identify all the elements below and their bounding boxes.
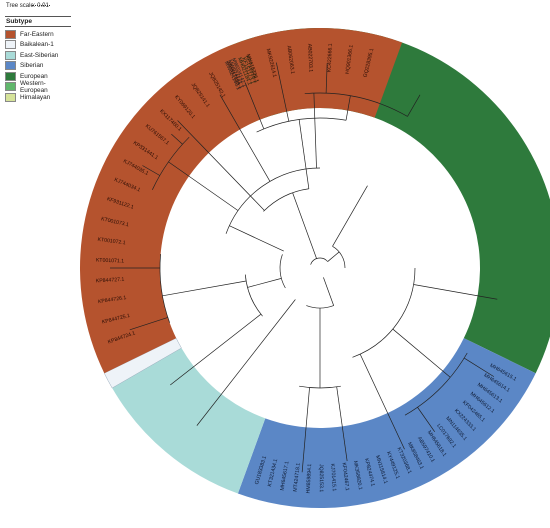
leaf-label: HQ901366.1: [345, 44, 355, 74]
branch: [313, 93, 317, 169]
branch-arc: [263, 188, 309, 212]
branch: [327, 251, 340, 262]
branch: [417, 407, 436, 433]
leaf-label: KT001071.1: [96, 258, 125, 265]
branch: [336, 386, 348, 462]
branch: [219, 94, 271, 182]
legend-label: Himalayan: [20, 93, 51, 101]
branch: [325, 63, 328, 94]
leaf-label: MT424718.1: [293, 462, 302, 492]
legend-label: Western-European: [20, 79, 48, 94]
clade-sector-east-siberian: [112, 348, 266, 494]
legend-label: Siberian: [20, 62, 44, 70]
legend-label: European: [20, 72, 48, 80]
branch-arc: [256, 117, 347, 133]
branch: [407, 94, 421, 117]
legend-swatch: [5, 29, 16, 39]
branch: [275, 62, 290, 122]
leaf-label: AB022703.1: [306, 44, 313, 73]
legend-label: East-Siberian: [20, 51, 59, 59]
leaf-label: KP844727.1: [96, 277, 125, 285]
branch-arc: [304, 92, 408, 117]
branch: [392, 328, 451, 378]
clade-sectors: [80, 28, 550, 508]
branch: [247, 278, 282, 288]
legend-label: Far-Eastern: [20, 30, 54, 38]
leaf-label: KT001072.1: [97, 237, 126, 247]
legend-swatch: [5, 71, 16, 81]
legend-item-far-eastern: Far-Eastern: [5, 29, 71, 40]
branch-arc: [279, 254, 286, 289]
branch: [345, 95, 351, 121]
legend-swatch: [5, 82, 16, 92]
branch: [170, 313, 262, 386]
legend-item-east-siberian: East-Siberian: [5, 50, 71, 61]
branch-arc: [352, 267, 416, 358]
branch: [129, 317, 168, 331]
branch: [142, 165, 160, 176]
branch: [463, 357, 495, 377]
branch-arc: [159, 254, 170, 323]
leaf-label: KF042467.1: [341, 462, 350, 491]
legend-item-baikalean-1: Baikalean-1: [5, 40, 71, 51]
clade-sector-far-eastern: [80, 28, 403, 374]
leaf-label: KP844726.1: [98, 295, 127, 305]
tree-scale-label: Tree scale: 0.01: [6, 3, 49, 9]
branch-arc: [152, 136, 190, 190]
legend-swatch: [5, 40, 16, 50]
clade-sector-siberian: [237, 338, 536, 508]
branch: [359, 353, 405, 450]
subtype-legend: Subtype Far-Eastern Baikalean-1 East-Sib…: [5, 16, 71, 103]
branch: [162, 280, 247, 297]
legend-item-european: European: [5, 71, 71, 82]
branch: [171, 133, 183, 145]
branch: [323, 277, 335, 306]
legend-item-western-european: Western-European: [5, 79, 71, 94]
leaf-label: AB062063.1: [285, 45, 295, 74]
legend-item-siberian: Siberian: [5, 61, 71, 72]
leaf-label: MH645617.1: [280, 461, 291, 491]
tree-scale-bar: [32, 5, 50, 6]
leaf-label: HM859894.1: [306, 463, 314, 493]
tree-branches: [110, 62, 498, 473]
branch: [298, 119, 310, 189]
branch-arc: [332, 246, 346, 269]
leaf-label: MK358820.1: [352, 460, 363, 490]
leaf-label: JQ825153.1: [318, 464, 324, 492]
legend-item-himalayan: Himalayan: [5, 92, 71, 103]
branch-arc: [310, 257, 328, 265]
branch-arc: [244, 274, 263, 317]
leaf-label: KC422666.1: [326, 43, 333, 72]
branch: [413, 284, 498, 300]
branch: [229, 225, 284, 252]
leaf-label: KJ701415.1: [329, 463, 337, 491]
branch: [301, 387, 310, 473]
branch: [168, 161, 239, 211]
legend-label: Baikalean-1: [20, 41, 54, 49]
legend-swatch: [5, 92, 16, 102]
branch-arc: [225, 167, 321, 234]
legend-swatch: [5, 61, 16, 71]
clade-sector-european: [245, 28, 550, 374]
branch: [177, 120, 265, 211]
branch: [244, 82, 265, 130]
branch-arc: [299, 385, 341, 389]
legend-title: Subtype: [5, 16, 71, 27]
branch-arc: [306, 305, 334, 309]
legend-swatch: [5, 50, 16, 60]
branch: [292, 192, 317, 259]
branch: [332, 185, 368, 247]
branch-arc: [404, 352, 468, 416]
branch: [196, 299, 296, 426]
